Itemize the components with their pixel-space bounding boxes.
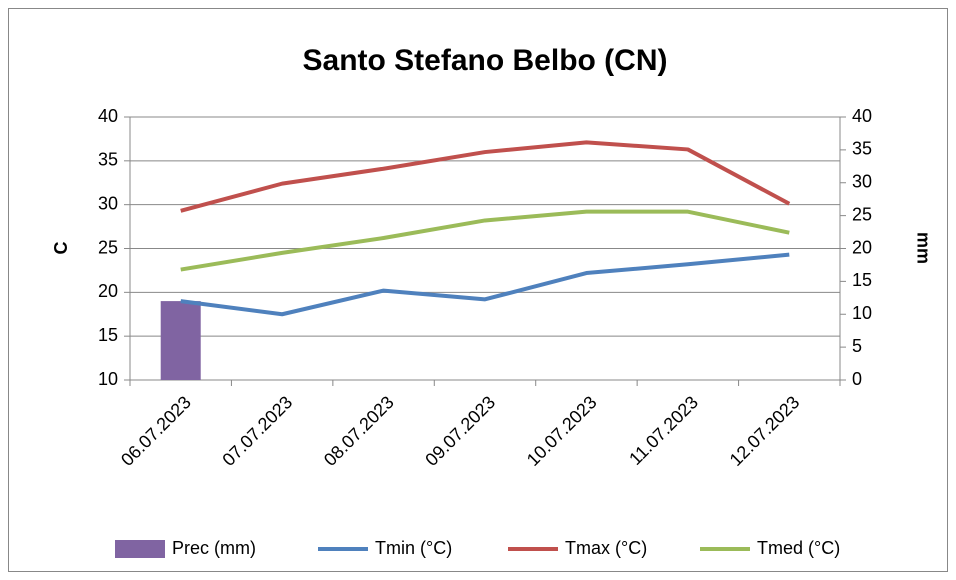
y2-tick-label: 30 <box>852 172 872 192</box>
y-tick-label: 20 <box>98 281 118 301</box>
legend-label: Tmax (°C) <box>565 538 647 558</box>
line <box>180 209 790 272</box>
line <box>180 252 790 317</box>
y-tick-label: 30 <box>98 193 118 213</box>
y2-tick-label: 25 <box>852 204 872 224</box>
y-tick-label: 25 <box>98 237 118 257</box>
y2-tick-label: 40 <box>852 106 872 126</box>
line <box>180 140 791 213</box>
y-axis-label: C <box>51 242 71 255</box>
legend-label: Tmin (°C) <box>375 538 452 558</box>
y-tick-label: 35 <box>98 150 118 170</box>
y2-tick-label: 15 <box>852 270 872 290</box>
y2-tick-label: 35 <box>852 139 872 159</box>
y-tick-label: 10 <box>98 369 118 389</box>
legend-label: Tmed (°C) <box>757 538 840 558</box>
y2-axis-label: mm <box>913 232 933 264</box>
y2-tick-label: 5 <box>852 336 862 356</box>
legend-label: Prec (mm) <box>172 538 256 558</box>
y2-tick-label: 0 <box>852 369 862 389</box>
y-tick-label: 40 <box>98 106 118 126</box>
y2-tick-label: 10 <box>852 303 872 323</box>
y-tick-label: 15 <box>98 325 118 345</box>
chart-frame <box>8 8 948 572</box>
y2-tick-label: 20 <box>852 237 872 257</box>
chart-title: Santo Stefano Belbo (CN) <box>303 44 668 77</box>
bar <box>160 301 201 380</box>
legend-swatch <box>115 540 165 558</box>
